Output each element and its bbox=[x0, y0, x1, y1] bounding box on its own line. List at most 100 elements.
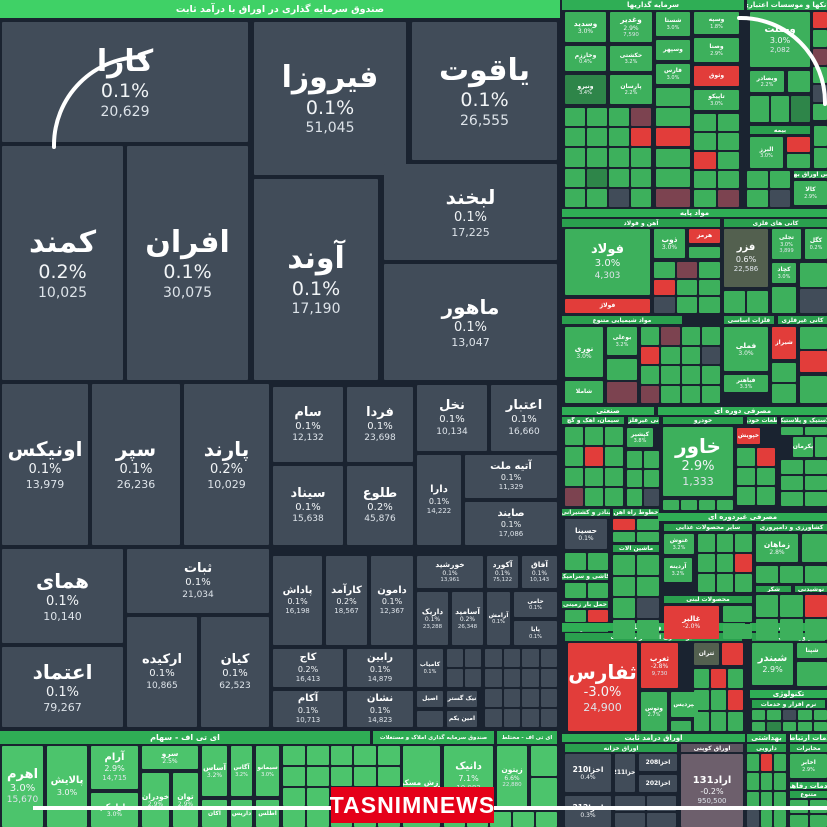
treemap-cell[interactable] bbox=[800, 376, 827, 403]
tile-فباهنر[interactable]: فباهنر 3.3% bbox=[724, 375, 768, 392]
tile-اکان[interactable]: اکان bbox=[202, 800, 227, 827]
treemap-cell[interactable] bbox=[615, 812, 645, 827]
treemap-cell[interactable] bbox=[694, 711, 709, 731]
tile-اصیل[interactable]: اصیل bbox=[417, 691, 443, 707]
treemap-cell[interactable] bbox=[485, 709, 502, 727]
treemap-cell[interactable] bbox=[814, 148, 827, 168]
tile-ماهور[interactable]: ماهور 0.1% 13,047 bbox=[384, 264, 557, 380]
treemap-cell[interactable] bbox=[813, 103, 827, 120]
treemap-cell[interactable] bbox=[637, 619, 659, 639]
tile-وخارزم[interactable]: وخارزم 0.4% bbox=[565, 46, 606, 71]
treemap-cell[interactable] bbox=[681, 327, 700, 345]
treemap-cell[interactable] bbox=[760, 810, 773, 827]
treemap-cell[interactable] bbox=[701, 385, 720, 403]
tile-آوند[interactable]: آوند 0.1% 17,190 bbox=[254, 179, 378, 380]
treemap-cell[interactable] bbox=[587, 188, 607, 207]
treemap-cell[interactable] bbox=[378, 746, 400, 765]
tile-آردینه[interactable]: آردینه 3.2% bbox=[664, 558, 692, 582]
treemap-cell[interactable] bbox=[330, 766, 353, 786]
treemap-cell[interactable] bbox=[565, 128, 585, 147]
treemap-cell[interactable] bbox=[587, 553, 608, 570]
tile-کیان[interactable]: کیان 0.1% 62,523 bbox=[201, 617, 269, 727]
tile-اونیکس[interactable]: اونیکس 0.1% 13,979 bbox=[2, 384, 88, 545]
tile-ثتران[interactable]: ثتران bbox=[694, 643, 719, 665]
treemap-cell[interactable] bbox=[724, 291, 745, 313]
tile-کالا[interactable]: کالا 2.9% bbox=[794, 181, 827, 205]
treemap-cell[interactable] bbox=[644, 451, 659, 468]
treemap-cell[interactable] bbox=[565, 610, 586, 622]
treemap-cell[interactable] bbox=[800, 327, 827, 349]
treemap-cell[interactable] bbox=[698, 574, 715, 592]
treemap-cell[interactable] bbox=[503, 689, 520, 707]
treemap-cell[interactable] bbox=[737, 467, 755, 486]
treemap-cell[interactable] bbox=[716, 534, 734, 552]
treemap-cell[interactable] bbox=[587, 108, 607, 127]
tile-وتوس[interactable]: وتوس 2.7% bbox=[641, 692, 667, 731]
tile-ثبات[interactable]: ثبات 0.1% 21,034 bbox=[127, 549, 269, 613]
treemap-cell[interactable] bbox=[540, 669, 557, 687]
tile-طلوع[interactable]: طلوع 0.2% 45,876 bbox=[347, 466, 413, 545]
tile-وبصادر[interactable]: وبصادر 2.2% bbox=[750, 71, 784, 92]
treemap-cell[interactable] bbox=[769, 190, 790, 207]
treemap-cell[interactable] bbox=[767, 710, 781, 720]
treemap-cell[interactable] bbox=[760, 791, 773, 809]
tile-خودران[interactable]: خودران 2.9% bbox=[142, 773, 169, 827]
treemap-cell[interactable] bbox=[711, 690, 726, 710]
treemap-cell[interactable] bbox=[809, 814, 827, 827]
tile-وغدیر[interactable]: وغدیر 2.9% 7,590 bbox=[610, 12, 652, 42]
tile-حکشتی[interactable]: حکشتی 3.2% bbox=[610, 46, 652, 71]
tile-وسپه[interactable]: وسپه 1.8% bbox=[694, 12, 739, 34]
treemap-cell[interactable] bbox=[717, 190, 739, 207]
tile-کارا[interactable]: کارا 0.1% 20,629 bbox=[2, 22, 248, 142]
treemap-cell[interactable] bbox=[728, 669, 743, 689]
treemap-cell[interactable] bbox=[490, 812, 511, 827]
tile-اخزا208[interactable]: اخزا208 bbox=[639, 754, 677, 771]
treemap-cell[interactable] bbox=[780, 618, 803, 640]
tile-اعتبار[interactable]: اعتبار 0.1% 16,660 bbox=[491, 385, 557, 451]
treemap-cell[interactable] bbox=[540, 689, 557, 707]
treemap-cell[interactable] bbox=[354, 766, 377, 786]
treemap-cell[interactable] bbox=[565, 467, 583, 486]
treemap-cell[interactable] bbox=[782, 710, 797, 720]
treemap-cell[interactable] bbox=[699, 297, 720, 313]
treemap-cell[interactable] bbox=[701, 366, 720, 384]
treemap-cell[interactable] bbox=[747, 754, 759, 771]
treemap-cell[interactable] bbox=[465, 649, 481, 667]
tile-نوری[interactable]: نوری 3.0% bbox=[565, 327, 603, 377]
tile-کارآمد[interactable]: کارآمد 0.2% 18,567 bbox=[326, 556, 367, 645]
treemap-cell[interactable] bbox=[787, 137, 810, 152]
treemap-cell[interactable] bbox=[522, 669, 539, 687]
tile-پکرمان[interactable]: پکرمان bbox=[793, 437, 813, 457]
tile-اخابر[interactable]: اخابر 2.9% bbox=[790, 754, 827, 778]
treemap-cell[interactable] bbox=[756, 566, 779, 583]
treemap-cell[interactable] bbox=[772, 384, 796, 403]
treemap-cell[interactable] bbox=[787, 153, 810, 168]
tile-پایا[interactable]: پایا 0.1% bbox=[514, 621, 557, 645]
treemap-cell[interactable] bbox=[805, 460, 827, 474]
treemap-cell[interactable] bbox=[813, 67, 827, 84]
treemap-cell[interactable] bbox=[699, 500, 715, 510]
treemap-cell[interactable] bbox=[565, 553, 586, 570]
tile-پاداش[interactable]: پاداش 0.1% 16,198 bbox=[273, 556, 322, 645]
treemap-cell[interactable] bbox=[565, 188, 585, 207]
treemap-cell[interactable] bbox=[609, 148, 629, 167]
treemap-cell[interactable] bbox=[813, 85, 827, 102]
tile-لبخند[interactable]: لبخند 0.1% 17,225 bbox=[384, 164, 557, 260]
treemap-cell[interactable] bbox=[607, 359, 637, 380]
tile-شبندر[interactable]: شبندر 2.9% bbox=[752, 643, 793, 685]
treemap-cell[interactable] bbox=[815, 437, 827, 457]
tile-پالایش[interactable]: پالایش 3.0% bbox=[47, 746, 87, 827]
treemap-cell[interactable] bbox=[283, 808, 305, 827]
treemap-cell[interactable] bbox=[637, 519, 659, 530]
treemap-cell[interactable] bbox=[681, 385, 700, 403]
treemap-cell[interactable] bbox=[585, 467, 603, 486]
treemap-cell[interactable] bbox=[760, 772, 773, 790]
treemap-cell[interactable] bbox=[465, 669, 481, 687]
treemap-cell[interactable] bbox=[681, 500, 697, 510]
treemap-cell[interactable] bbox=[656, 188, 690, 207]
treemap-cell[interactable] bbox=[747, 190, 768, 207]
treemap-cell[interactable] bbox=[800, 289, 827, 313]
tile-آسامید[interactable]: آسامید 0.2% 26,348 bbox=[452, 592, 483, 645]
treemap-cell[interactable] bbox=[747, 291, 768, 313]
treemap-cell[interactable] bbox=[747, 791, 759, 809]
